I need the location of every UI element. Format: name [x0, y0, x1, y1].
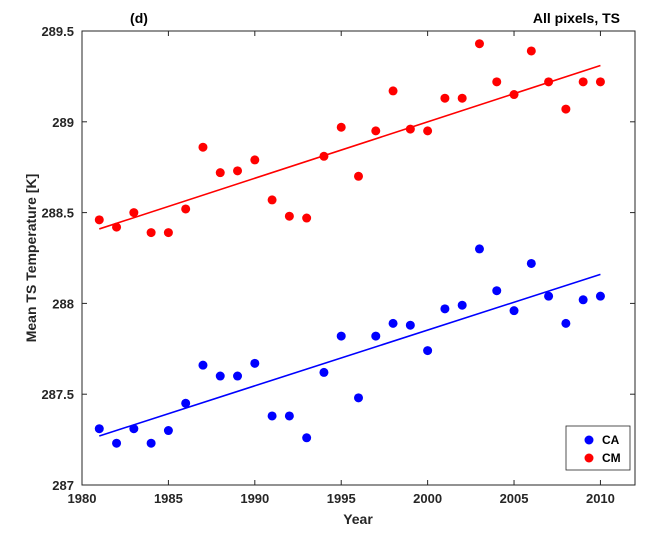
point-cm-1984 — [146, 228, 156, 238]
point-cm-1982 — [112, 222, 122, 232]
trend-line-ca — [99, 273, 601, 437]
point-cm-1996 — [354, 171, 363, 181]
point-ca-1985 — [163, 426, 173, 436]
y-axis-title: Mean TS Temperature [K] — [23, 174, 39, 343]
point-ca-2003 — [474, 244, 484, 254]
point-cm-1995 — [336, 122, 346, 132]
point-ca-1996 — [354, 393, 363, 403]
point-cm-2000 — [423, 126, 433, 136]
y-tick-label: 288 — [52, 296, 74, 311]
point-cm-2008 — [561, 104, 571, 114]
y-tick-label: 289.5 — [41, 24, 74, 39]
y-tick-label: 289 — [52, 115, 74, 130]
x-tick-label: 1990 — [240, 491, 269, 506]
point-ca-1994 — [319, 367, 329, 377]
point-cm-2001 — [440, 93, 450, 103]
point-cm-1994 — [319, 151, 329, 161]
point-ca-1998 — [388, 318, 398, 328]
point-cm-1990 — [250, 155, 260, 165]
legend-label-cm: CM — [602, 451, 621, 465]
point-ca-2004 — [492, 286, 502, 296]
point-ca-2010 — [595, 291, 605, 301]
y-tick-label: 288.5 — [41, 206, 74, 221]
point-ca-2001 — [440, 304, 450, 314]
x-tick-label: 1995 — [327, 491, 356, 506]
point-ca-1986 — [181, 398, 191, 408]
panel-label: (d) — [130, 10, 148, 26]
point-cm-2010 — [595, 77, 605, 87]
point-ca-1981 — [94, 424, 104, 434]
point-cm-2004 — [492, 77, 502, 87]
point-ca-2006 — [526, 258, 536, 268]
x-tick-label: 2005 — [500, 491, 529, 506]
legend-box — [565, 425, 631, 471]
plot-area — [81, 30, 636, 486]
point-ca-1983 — [129, 424, 139, 434]
point-ca-1992 — [284, 411, 294, 421]
y-tick-label: 287.5 — [41, 387, 74, 402]
point-cm-2007 — [544, 77, 554, 87]
point-ca-2007 — [544, 291, 554, 301]
x-axis: 1980 1985 1990 1995 2000 2005 2010 — [68, 31, 615, 506]
point-ca-1997 — [371, 331, 381, 341]
legend: CA CM — [565, 425, 631, 471]
x-tick-label: 1985 — [154, 491, 183, 506]
point-ca-1999 — [405, 320, 415, 330]
point-ca-1990 — [250, 358, 260, 368]
point-cm-1993 — [302, 213, 312, 223]
point-cm-1989 — [233, 166, 243, 176]
point-cm-1981 — [94, 215, 104, 225]
point-cm-1999 — [405, 124, 415, 134]
point-cm-2003 — [474, 39, 484, 49]
point-ca-2002 — [457, 300, 467, 310]
x-tick-label: 2000 — [413, 491, 442, 506]
point-ca-1988 — [215, 371, 225, 381]
point-ca-1987 — [198, 360, 208, 370]
plot-frame — [81, 30, 636, 486]
legend-marker-cm — [584, 453, 594, 463]
x-tick-label: 1980 — [68, 491, 97, 506]
chart-title: All pixels, TS — [533, 10, 620, 26]
point-ca-1993 — [302, 433, 312, 443]
point-cm-1988 — [215, 168, 225, 178]
point-ca-2008 — [561, 318, 571, 328]
point-ca-1991 — [267, 411, 277, 421]
point-cm-1983 — [129, 208, 139, 218]
point-ca-1982 — [112, 438, 122, 448]
data-points — [94, 39, 605, 448]
x-tick-label: 2010 — [586, 491, 615, 506]
x-axis-title: Year — [343, 511, 373, 527]
point-cm-2002 — [457, 93, 467, 103]
point-ca-2000 — [423, 346, 433, 356]
legend-label-ca: CA — [602, 433, 620, 447]
point-cm-2006 — [526, 46, 536, 56]
point-cm-1987 — [198, 142, 208, 152]
point-ca-1989 — [233, 371, 243, 381]
point-cm-1986 — [181, 204, 191, 214]
point-ca-2005 — [509, 306, 519, 316]
point-cm-1991 — [267, 195, 277, 205]
point-cm-2009 — [578, 77, 588, 87]
legend-marker-ca — [584, 435, 594, 445]
point-ca-1995 — [336, 331, 346, 341]
y-tick-label: 287 — [52, 478, 74, 493]
point-cm-1985 — [163, 228, 173, 238]
point-cm-2005 — [509, 90, 519, 100]
point-cm-1998 — [388, 86, 398, 96]
point-ca-1984 — [146, 438, 156, 448]
y-axis: 287 287.5 288 288.5 289 289.5 — [41, 24, 635, 493]
point-ca-2009 — [578, 295, 588, 305]
point-cm-1992 — [284, 211, 294, 221]
point-cm-1997 — [371, 126, 381, 136]
